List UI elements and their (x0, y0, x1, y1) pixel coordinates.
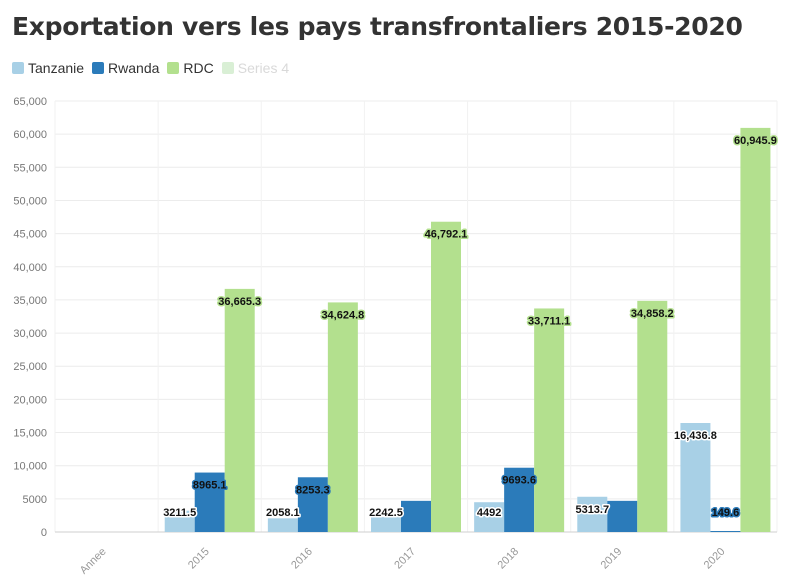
bar-rwanda-2020 (710, 531, 741, 532)
y-tick-label: 5000 (23, 494, 47, 506)
y-tick-label: 20,000 (13, 394, 47, 406)
legend-swatch-series-4 (221, 62, 234, 74)
bar-tanzanie-2019 (577, 496, 608, 532)
legend-label-series-4: Series 4 (237, 60, 290, 76)
y-tick-label: 65,000 (13, 96, 47, 108)
data-label-rwanda-2015: 8965.1 (193, 480, 227, 492)
legend-label-rdc: RDC (183, 60, 214, 76)
bar-rdc-2019 (637, 300, 668, 532)
y-tick-label: 35,000 (13, 295, 47, 307)
bar-tanzanie-2015 (164, 510, 195, 532)
bar-rdc-2015 (224, 288, 255, 532)
bar-tanzanie-2020 (680, 423, 711, 532)
data-label-rwanda-2018: 9693.6 (502, 475, 536, 487)
data-label-rdc-2017: 46,792.1 (425, 229, 468, 241)
data-label-tanzanie-2015: 3211.5 (163, 507, 196, 519)
y-tick-label: 55,000 (13, 162, 47, 174)
legend-item-rwanda[interactable]: Rwanda (92, 60, 159, 76)
bar-rdc-2016 (327, 302, 358, 532)
bar-tanzanie-2018 (474, 502, 505, 532)
legend-item-tanzanie[interactable]: Tanzanie (12, 60, 84, 76)
x-tick-label: 2020 (702, 546, 728, 572)
data-label-rdc-2015: 36,665.3 (218, 296, 261, 308)
data-label-tanzanie-2019: 5313.7 (575, 504, 609, 516)
data-label-rwanda-2020: 149.6 (712, 507, 740, 519)
chart-title: Exportation vers les pays transfrontalie… (12, 12, 743, 41)
x-tick-label: 2018 (495, 546, 521, 572)
data-label-rdc-2018: 33,711.1 (528, 315, 570, 327)
bar-rdc-2020 (740, 127, 771, 532)
data-label-rdc-2020: 60,945.9 (734, 135, 777, 147)
legend-swatch-rwanda (92, 62, 105, 74)
legend-label-tanzanie: Tanzanie (28, 60, 85, 76)
x-tick-label: 2015 (186, 546, 212, 572)
y-tick-label: 25,000 (13, 361, 47, 373)
data-label-tanzanie-2018: 4492 (477, 507, 501, 519)
data-label-rdc-2019: 34,858.2 (631, 308, 674, 320)
legend-item-series-4[interactable]: Series 4 (221, 60, 290, 76)
y-tick-label: 30,000 (13, 328, 47, 340)
data-label-tanzanie-2017: 2242.5 (369, 507, 403, 519)
bar-rwanda-2016 (297, 477, 328, 532)
x-tick-label: 2016 (289, 546, 315, 572)
legend-swatch-rdc (167, 62, 180, 74)
chart-legend: Tanzanie Rwanda RDC Series 4 (12, 60, 297, 76)
bar-rwanda-2018 (504, 467, 535, 532)
bar-rwanda-2015 (194, 472, 225, 532)
legend-swatch-tanzanie (12, 62, 24, 74)
bar-rwanda-2019 (607, 500, 638, 532)
bar-rdc-2017 (431, 221, 461, 533)
x-tick-label: Annee (78, 546, 109, 575)
y-tick-label: 0 (41, 527, 47, 539)
y-tick-label: 50,000 (13, 195, 47, 207)
data-label-rwanda-2016: 8253.3 (296, 484, 330, 496)
bar-rdc-2018 (534, 308, 565, 532)
y-tick-label: 45,000 (13, 229, 47, 241)
y-tick-label: 10,000 (13, 461, 47, 473)
y-tick-label: 60,000 (13, 129, 47, 141)
bar-tanzanie-2017 (371, 517, 401, 532)
data-label-rdc-2016: 34,624.8 (321, 309, 364, 321)
y-tick-label: 15,000 (13, 428, 47, 440)
data-label-tanzanie-2016: 2058.1 (266, 507, 300, 519)
bar-tanzanie-2016 (267, 518, 298, 532)
x-tick-label: 2017 (392, 546, 418, 572)
y-tick-label: 40,000 (13, 262, 47, 274)
legend-item-rdc[interactable]: RDC (167, 60, 214, 76)
data-label-tanzanie-2020: 16,436.8 (674, 430, 717, 442)
legend-label-rwanda: Rwanda (108, 60, 160, 76)
x-tick-label: 2019 (599, 546, 625, 572)
bar-rwanda-2017 (401, 500, 431, 532)
